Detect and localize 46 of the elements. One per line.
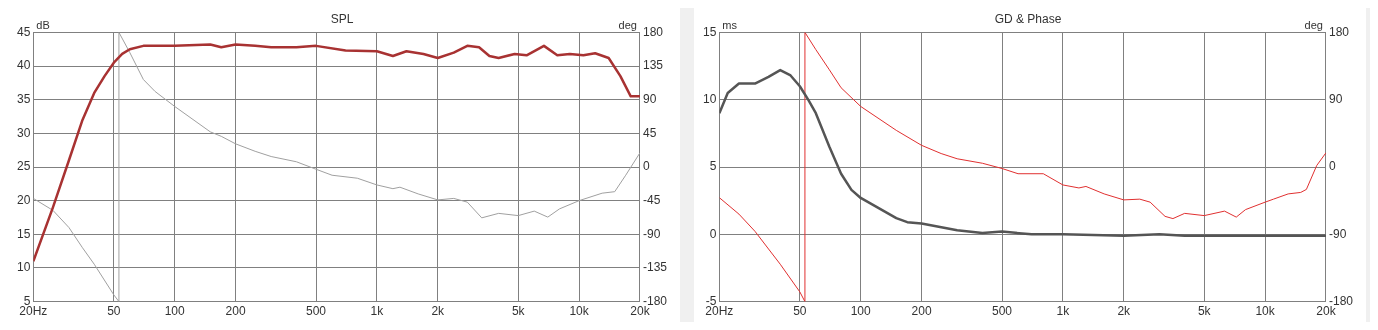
chart-title: GD & Phase: [994, 11, 1062, 26]
y2-tick-label: -45: [642, 192, 661, 207]
x-tick-label: 1k: [370, 304, 385, 319]
y2-axis-title: deg: [1304, 18, 1323, 31]
y-tick-label: 10: [702, 92, 717, 107]
x-tick-label: 10k: [1255, 304, 1276, 319]
y-tick-label: 10: [16, 260, 31, 275]
y2-tick-label: 135: [642, 58, 664, 73]
y2-tick-label: 180: [642, 24, 664, 39]
y-tick-label: 15: [702, 24, 717, 39]
x-tick-label: 200: [911, 304, 932, 319]
y2-tick-label: 90: [642, 92, 657, 107]
x-tick-label: 1k: [1056, 304, 1071, 319]
x-tick-label: 100: [850, 304, 872, 319]
chart-title: SPL: [330, 11, 354, 26]
y2-tick-label: -135: [642, 260, 668, 275]
y-tick-label: 30: [16, 125, 31, 140]
y2-tick-label: 90: [1328, 92, 1343, 107]
y-tick-label: 20: [16, 192, 31, 207]
x-tick-label: 50: [793, 304, 807, 319]
y2-axis-title: deg: [618, 18, 637, 31]
y-tick-label: 0: [709, 226, 717, 241]
x-tick-label: 5k: [511, 304, 526, 319]
x-tick-label: 200: [225, 304, 246, 319]
y-axis-title: ms: [722, 18, 738, 31]
y2-tick-label: 45: [642, 125, 657, 140]
x-tick-label: 500: [992, 304, 1013, 319]
x-tick-label: 50: [107, 304, 121, 319]
x-tick-label: 10k: [569, 304, 590, 319]
y-tick-label: 40: [16, 58, 31, 73]
y-tick-label: 15: [16, 226, 31, 241]
y2-tick-label: 0: [642, 159, 650, 174]
y2-tick-label: -90: [1328, 226, 1347, 241]
y-tick-label: 45: [16, 24, 31, 39]
y2-tick-label: 180: [1328, 24, 1350, 39]
y-tick-label: 35: [16, 92, 31, 107]
x-tick-label: 2k: [431, 304, 446, 319]
y2-tick-label: 0: [1328, 159, 1336, 174]
x-tick-label: 500: [306, 304, 327, 319]
x-tick-label: 2k: [1117, 304, 1132, 319]
y-tick-label: 5: [709, 159, 717, 174]
x-tick-label: 100: [164, 304, 186, 319]
y-tick-label: 25: [16, 159, 31, 174]
y2-tick-label: -90: [642, 226, 661, 241]
x-tick-label: 5k: [1197, 304, 1212, 319]
y-axis-title: dB: [36, 18, 50, 31]
